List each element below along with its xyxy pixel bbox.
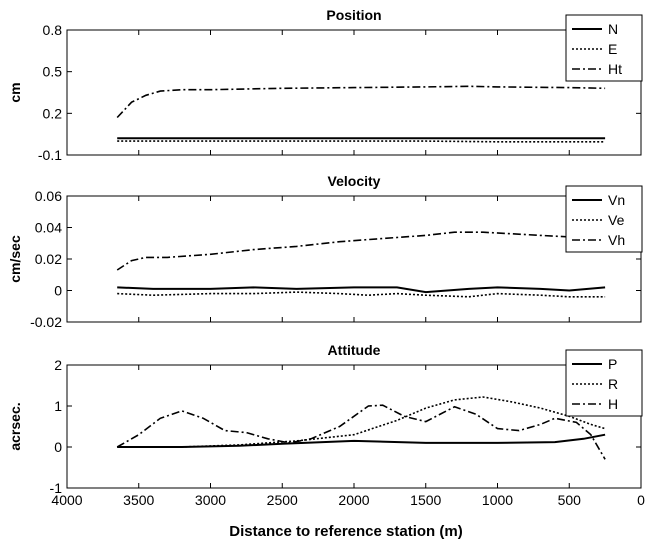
x-tick-label: 2500 bbox=[267, 492, 298, 508]
legend: Vn Ve Vh bbox=[565, 185, 643, 253]
legend: NE Ht bbox=[565, 14, 643, 82]
series-line-r bbox=[117, 396, 606, 448]
y-tick-label: 2 bbox=[54, 357, 62, 373]
legend-label-r: R bbox=[608, 376, 618, 392]
panel-title: Position bbox=[326, 7, 381, 23]
series-line-h bbox=[116, 404, 606, 460]
y-tick-label: 0.02 bbox=[35, 251, 62, 267]
panel-title: Attitude bbox=[328, 342, 381, 358]
legend-label-vh: Vh bbox=[608, 232, 625, 248]
legend-box bbox=[565, 349, 643, 417]
legend-label-ht: Ht bbox=[608, 61, 622, 77]
legend-label-p: P bbox=[608, 356, 617, 372]
x-tick-label: 3000 bbox=[195, 492, 226, 508]
series-line-vh bbox=[116, 231, 591, 271]
legend-box bbox=[565, 14, 643, 82]
x-tick-label: 2000 bbox=[338, 492, 369, 508]
axes-frame bbox=[66, 195, 642, 323]
series-line-ht bbox=[116, 85, 606, 119]
y-tick-label: 0 bbox=[54, 439, 62, 455]
x-tick-label: 3500 bbox=[123, 492, 154, 508]
panel-velocity: Velocity cm/sec 0.06 0.04 0.02 0 -0.02 Vn Ve Vh bbox=[7, 173, 643, 330]
y-tick-label: 0.8 bbox=[43, 22, 63, 38]
y-tick-label: 0.04 bbox=[35, 220, 62, 236]
panel-title: Velocity bbox=[328, 173, 381, 189]
x-tick-label: 4000 bbox=[51, 492, 82, 508]
legend: PRH bbox=[565, 349, 643, 417]
y-tick-label: 0 bbox=[54, 283, 62, 299]
x-tick-label: 0 bbox=[637, 492, 645, 508]
panel-position: Position cm 0.8 0.5 0.2 -0.1 NE Ht bbox=[7, 7, 643, 163]
series-line-vn bbox=[117, 286, 606, 294]
x-axis-label: Distance to reference station (m) bbox=[229, 523, 462, 540]
legend-label-n: N bbox=[608, 21, 618, 37]
series-line-e bbox=[117, 140, 606, 143]
y-tick-label: -0.02 bbox=[30, 314, 62, 330]
y-axis-label: cm/sec bbox=[7, 235, 23, 283]
legend-label-e: E bbox=[608, 41, 617, 57]
y-axis-label: acrsec. bbox=[7, 402, 23, 450]
y-tick-label: 0.2 bbox=[43, 105, 63, 121]
y-tick-label: 0.06 bbox=[35, 188, 62, 204]
y-tick-label: -0.1 bbox=[38, 147, 62, 163]
series-line-ve bbox=[117, 291, 606, 298]
legend-label-vn: Vn bbox=[608, 192, 625, 208]
x-tick-label: 1500 bbox=[410, 492, 441, 508]
legend-label-h: H bbox=[608, 396, 618, 412]
y-tick-label: 0.5 bbox=[43, 64, 63, 80]
y-tick-label: -1 bbox=[50, 480, 63, 496]
legend-label-ve: Ve bbox=[608, 212, 625, 228]
x-tick-label: 1000 bbox=[482, 492, 513, 508]
y-axis-label: cm bbox=[7, 82, 23, 102]
series-line-p bbox=[117, 433, 606, 448]
x-tick-label: 500 bbox=[558, 492, 582, 508]
axes-frame bbox=[66, 364, 642, 489]
legend-box bbox=[565, 185, 643, 253]
y-tick-label: 1 bbox=[54, 398, 62, 414]
